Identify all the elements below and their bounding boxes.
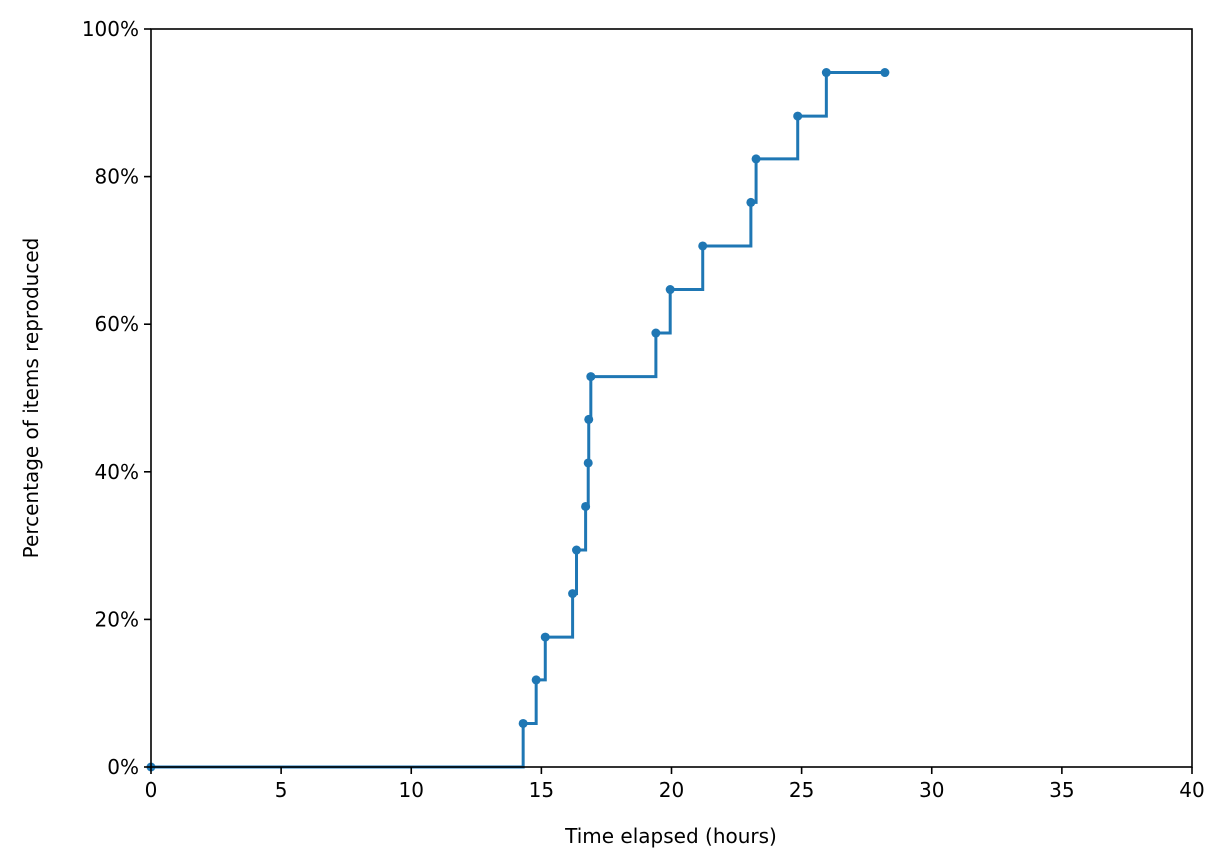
data-point: [880, 68, 890, 78]
data-point: [581, 501, 591, 511]
data-point: [584, 414, 594, 424]
data-point: [793, 111, 803, 121]
data-point: [540, 632, 550, 642]
x-axis: 0 5 10 15 20 25 30 35 40: [145, 767, 1205, 802]
x-tick-label: 10: [399, 778, 424, 802]
x-tick-label: 0: [145, 778, 158, 802]
x-axis-title: Time elapsed (hours): [564, 824, 777, 848]
data-point: [651, 328, 661, 338]
y-axis-title: Percentage of items reproduced: [19, 238, 43, 559]
data-point: [518, 718, 528, 728]
x-tick-label: 35: [1049, 778, 1074, 802]
y-tick-label: 40%: [95, 460, 139, 484]
y-tick-label: 20%: [95, 607, 139, 631]
y-tick-label: 0%: [107, 755, 139, 779]
x-tick-label: 5: [275, 778, 288, 802]
data-point: [821, 68, 831, 78]
data-point: [586, 372, 596, 382]
data-point: [568, 589, 578, 599]
data-point: [698, 241, 708, 251]
y-tick-label: 100%: [82, 17, 139, 41]
y-axis: 0% 20% 40% 60% 80% 100%: [82, 17, 151, 779]
x-tick-label: 30: [919, 778, 944, 802]
series-layer: [146, 68, 890, 772]
data-point: [746, 197, 756, 207]
y-tick-label: 60%: [95, 312, 139, 336]
data-point: [665, 285, 675, 295]
data-point: [531, 675, 541, 685]
data-point: [572, 545, 582, 555]
x-tick-label: 25: [789, 778, 814, 802]
data-point: [583, 458, 593, 468]
x-tick-label: 20: [659, 778, 684, 802]
y-tick-label: 80%: [95, 165, 139, 189]
data-point: [751, 154, 761, 164]
plot-background: [151, 29, 1192, 767]
x-tick-label: 40: [1179, 778, 1204, 802]
x-tick-label: 15: [529, 778, 554, 802]
